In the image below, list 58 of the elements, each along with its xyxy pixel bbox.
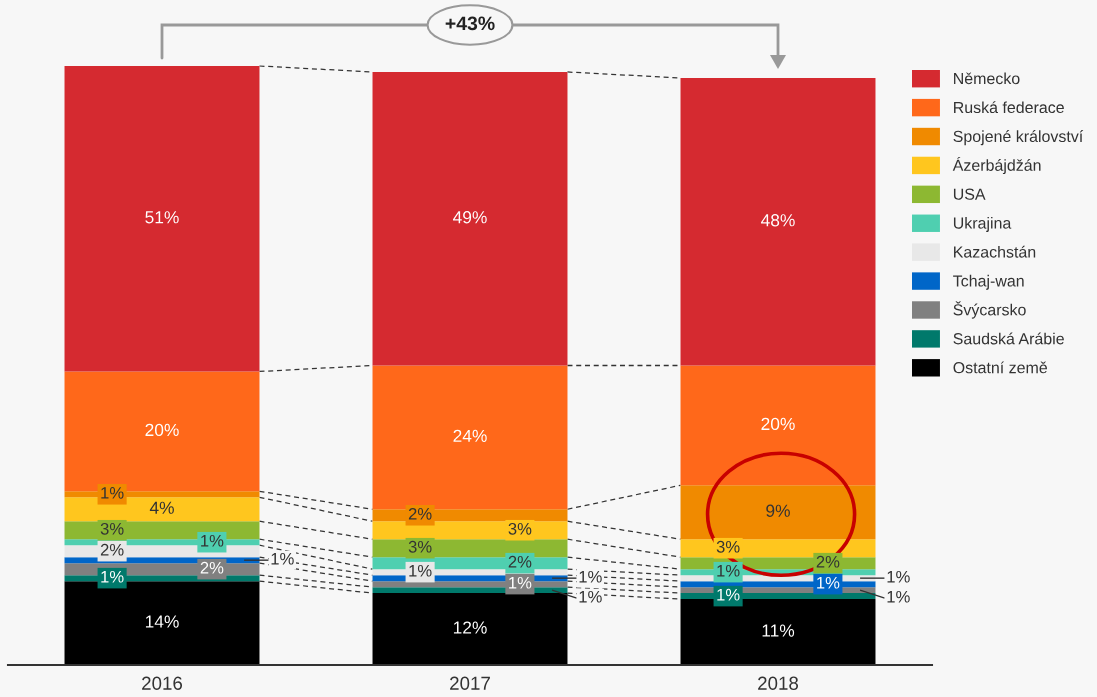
data-label: 2%	[508, 555, 532, 568]
data-label: 1%	[201, 534, 224, 547]
data-label: 1%	[509, 576, 532, 589]
data-label: 11%	[762, 624, 795, 637]
data-label: 20%	[761, 417, 795, 431]
data-label: 3%	[716, 540, 740, 553]
bar	[372, 71, 568, 366]
x-tick-label: 2018	[758, 676, 799, 690]
data-label: 48%	[761, 214, 795, 227]
legend-label: USA	[953, 188, 986, 200]
bar	[372, 365, 568, 510]
data-label: 3%	[408, 540, 432, 553]
data-label: 1%	[717, 564, 740, 577]
data-label: 49%	[453, 211, 487, 224]
text: +43%	[445, 16, 495, 31]
data-label: 12%	[453, 621, 487, 634]
bar	[64, 66, 260, 372]
data-label: 2%	[100, 543, 124, 556]
bar	[680, 365, 876, 486]
data-label: 1%	[101, 487, 124, 499]
bar	[680, 485, 876, 540]
data-label: 1%	[271, 552, 294, 565]
data-label: 2%	[408, 507, 432, 520]
legend-label: Kazachstán	[954, 245, 1036, 258]
data-label: 14%	[145, 615, 179, 628]
data-label: 24%	[453, 429, 487, 442]
legend-label: Spojené království	[953, 130, 1084, 146]
bar	[64, 581, 260, 665]
data-label: 51%	[145, 211, 179, 224]
data-label: 1%	[579, 590, 602, 603]
bar	[680, 77, 876, 366]
data-label: 1%	[717, 588, 740, 601]
data-label: 20%	[145, 423, 179, 437]
legend-label: Ázerbájdžán	[952, 156, 1041, 175]
legend-label: Saudská Arábie	[953, 332, 1064, 345]
legend-label: Ostatní země	[953, 361, 1047, 374]
data-label: 1%	[579, 570, 602, 583]
data-label: 1%	[887, 570, 910, 583]
data-label: 2%	[816, 555, 840, 568]
data-label: 1%	[887, 590, 910, 603]
data-label: 1%	[817, 576, 840, 589]
data-label: 1%	[409, 564, 432, 577]
data-label: 9%	[766, 504, 790, 517]
data-label: 4%	[149, 501, 174, 514]
bar	[372, 593, 568, 665]
bar	[64, 497, 260, 522]
data-label: 3%	[508, 522, 532, 535]
x-tick-label: 2017	[450, 676, 490, 690]
x-tick-label: 2016	[142, 676, 183, 690]
legend-label: Ukrajina	[953, 217, 1012, 232]
legend-label: Ruská federace	[954, 101, 1064, 114]
data-label: 3%	[100, 522, 124, 535]
data-label: 1%	[101, 570, 124, 583]
legend-label: Švýcarsko	[953, 301, 1026, 319]
data-label: 2%	[200, 561, 224, 574]
legend-label: Německo	[954, 72, 1020, 85]
legend-label: Tchaj-wan	[953, 274, 1024, 290]
bar	[680, 599, 876, 665]
